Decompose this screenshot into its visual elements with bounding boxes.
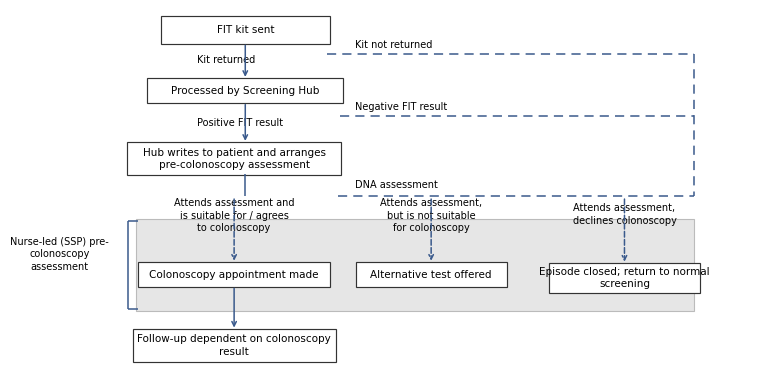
Text: Positive FIT result: Positive FIT result: [197, 118, 283, 128]
Text: Kit not returned: Kit not returned: [355, 40, 433, 50]
FancyBboxPatch shape: [136, 220, 694, 311]
Text: Negative FIT result: Negative FIT result: [355, 102, 448, 112]
Text: Colonoscopy appointment made: Colonoscopy appointment made: [150, 270, 319, 280]
Text: Episode closed; return to normal
screening: Episode closed; return to normal screeni…: [539, 267, 710, 289]
Text: Attends assessment and
is suitable for / agrees
to colonoscopy: Attends assessment and is suitable for /…: [174, 199, 294, 233]
Text: Processed by Screening Hub: Processed by Screening Hub: [171, 86, 320, 96]
Text: Hub writes to patient and arranges
pre-colonoscopy assessment: Hub writes to patient and arranges pre-c…: [143, 148, 326, 170]
Text: FIT kit sent: FIT kit sent: [216, 25, 274, 35]
FancyBboxPatch shape: [356, 262, 506, 287]
Text: Follow-up dependent on colonoscopy
result: Follow-up dependent on colonoscopy resul…: [137, 334, 331, 357]
FancyBboxPatch shape: [147, 78, 343, 103]
FancyBboxPatch shape: [138, 262, 330, 287]
Text: DNA assessment: DNA assessment: [355, 179, 438, 190]
FancyBboxPatch shape: [127, 142, 342, 175]
Text: Attends assessment,
declines colonoscopy: Attends assessment, declines colonoscopy: [572, 203, 676, 226]
FancyBboxPatch shape: [133, 329, 335, 362]
Text: Alternative test offered: Alternative test offered: [370, 270, 492, 280]
Text: Kit returned: Kit returned: [197, 55, 255, 65]
Text: Attends assessment,
but is not suitable
for colonoscopy: Attends assessment, but is not suitable …: [380, 199, 482, 233]
FancyBboxPatch shape: [160, 16, 330, 44]
FancyBboxPatch shape: [549, 263, 700, 293]
Text: Nurse-led (SSP) pre-
colonoscopy
assessment: Nurse-led (SSP) pre- colonoscopy assessm…: [10, 237, 109, 272]
